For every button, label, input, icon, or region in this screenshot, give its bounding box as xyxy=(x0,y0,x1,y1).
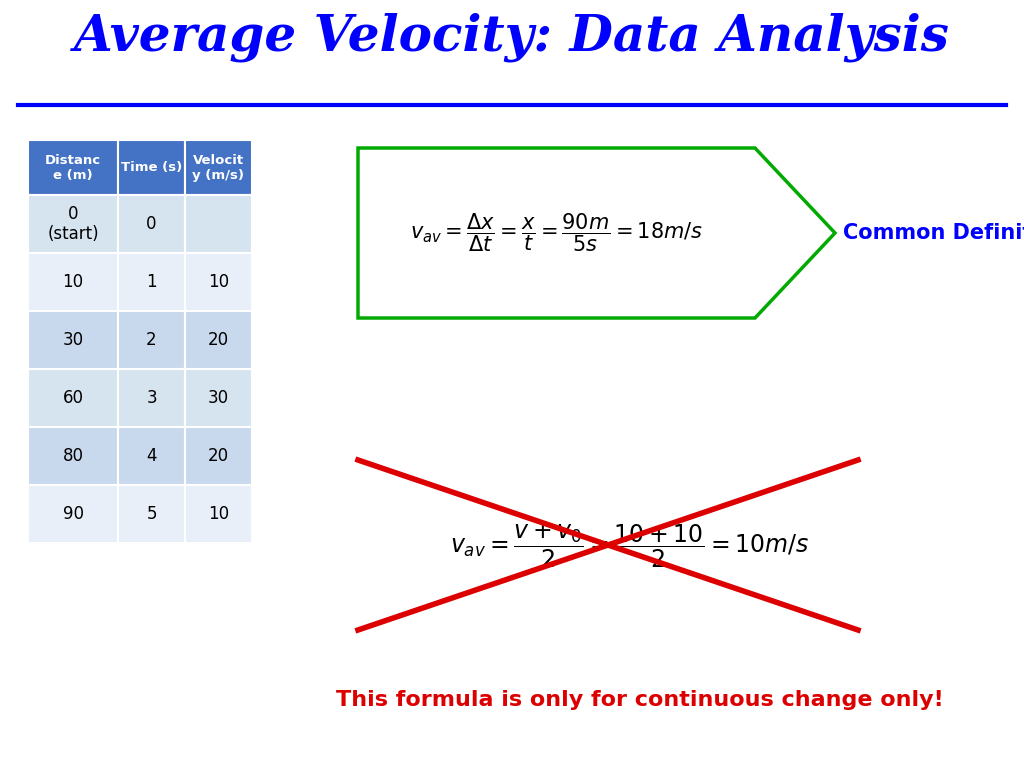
Text: 90: 90 xyxy=(62,505,84,523)
Bar xyxy=(118,140,185,195)
Text: 0: 0 xyxy=(146,215,157,233)
Text: Average Velocity: Data Analysis: Average Velocity: Data Analysis xyxy=(74,12,950,61)
Bar xyxy=(185,311,252,369)
Bar xyxy=(28,253,118,311)
Bar xyxy=(118,369,185,427)
Text: 1: 1 xyxy=(146,273,157,291)
Bar xyxy=(118,195,185,253)
Bar xyxy=(185,369,252,427)
Text: $v_{av} = \dfrac{v + v_0}{2} = \dfrac{10 + 10}{2} = 10m/s$: $v_{av} = \dfrac{v + v_0}{2} = \dfrac{10… xyxy=(451,520,810,570)
Bar xyxy=(118,427,185,485)
Text: 10: 10 xyxy=(208,505,229,523)
Text: 20: 20 xyxy=(208,331,229,349)
Text: 3: 3 xyxy=(146,389,157,407)
Bar xyxy=(185,253,252,311)
Text: 20: 20 xyxy=(208,447,229,465)
Bar xyxy=(118,253,185,311)
Text: 10: 10 xyxy=(62,273,84,291)
Bar xyxy=(185,140,252,195)
Text: Distanc
e (m): Distanc e (m) xyxy=(45,154,101,181)
Bar xyxy=(28,195,118,253)
Text: 0
(start): 0 (start) xyxy=(47,204,98,243)
Bar xyxy=(118,485,185,543)
Text: 30: 30 xyxy=(62,331,84,349)
Text: 30: 30 xyxy=(208,389,229,407)
Bar xyxy=(28,140,118,195)
Polygon shape xyxy=(358,148,835,318)
Bar xyxy=(118,311,185,369)
Bar xyxy=(28,427,118,485)
Text: 4: 4 xyxy=(146,447,157,465)
Text: Common Definition: Common Definition xyxy=(843,223,1024,243)
Bar xyxy=(185,195,252,253)
Text: 2: 2 xyxy=(146,331,157,349)
Text: 5: 5 xyxy=(146,505,157,523)
Text: 60: 60 xyxy=(62,389,84,407)
Bar xyxy=(185,427,252,485)
Bar xyxy=(28,485,118,543)
Text: 10: 10 xyxy=(208,273,229,291)
Text: Velocit
y (m/s): Velocit y (m/s) xyxy=(193,154,245,181)
Bar xyxy=(28,369,118,427)
Text: $v_{av} = \dfrac{\Delta x}{\Delta t} = \dfrac{x}{t} = \dfrac{90m}{5s} = 18m/s$: $v_{av} = \dfrac{\Delta x}{\Delta t} = \… xyxy=(410,212,703,254)
Text: This formula is only for continuous change only!: This formula is only for continuous chan… xyxy=(336,690,944,710)
Text: Time (s): Time (s) xyxy=(121,161,182,174)
Bar xyxy=(28,311,118,369)
Bar xyxy=(185,485,252,543)
Text: 80: 80 xyxy=(62,447,84,465)
